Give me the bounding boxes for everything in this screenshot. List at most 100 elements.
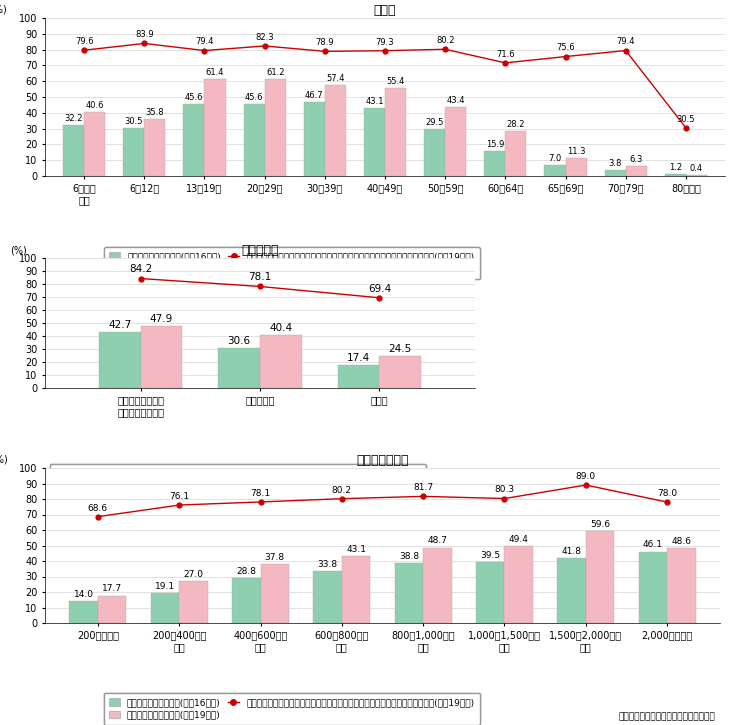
Text: 27.0: 27.0 [184,570,203,579]
Bar [260,564,289,623]
Text: 71.6: 71.6 [496,50,514,59]
Text: 79.3: 79.3 [376,38,394,46]
Title: 都市規模別: 都市規模別 [241,244,279,257]
Text: 57.4: 57.4 [326,74,345,83]
Text: 48.7: 48.7 [427,536,447,545]
Bar [325,86,346,176]
Text: 46.7: 46.7 [305,91,324,100]
Bar [63,125,84,176]
Bar [395,563,423,623]
Bar [557,558,586,623]
Text: 80.2: 80.2 [436,36,455,45]
Text: 30.5: 30.5 [677,115,695,124]
Text: 17.4: 17.4 [347,353,370,363]
Text: 80.3: 80.3 [495,485,514,494]
Bar [445,107,467,176]
Bar [151,593,179,623]
Text: 総務省「通信利用動向調査」により作成: 総務省「通信利用動向調査」により作成 [618,713,715,721]
Bar [313,571,342,623]
Text: 61.4: 61.4 [206,68,224,77]
Bar [423,547,452,623]
Text: 3.8: 3.8 [609,159,622,168]
Text: 82.3: 82.3 [255,33,274,42]
Text: 15.9: 15.9 [486,140,504,149]
Text: 59.6: 59.6 [590,520,610,529]
Text: (%): (%) [0,5,7,14]
Text: 7.0: 7.0 [548,154,562,163]
Text: 47.9: 47.9 [150,314,173,323]
Bar [265,79,286,176]
Bar [218,348,260,388]
Text: (%): (%) [0,455,8,465]
Text: 55.4: 55.4 [386,78,405,86]
Bar [626,166,647,176]
Text: 40.6: 40.6 [85,101,104,109]
Text: 68.6: 68.6 [88,503,108,513]
Bar [476,562,505,623]
Bar [144,120,165,176]
Bar [380,356,422,388]
Text: 79.4: 79.4 [616,38,635,46]
Text: 79.6: 79.6 [74,37,94,46]
Text: 0.4: 0.4 [690,165,703,173]
Text: 32.2: 32.2 [64,114,83,123]
Bar [364,108,385,176]
Bar [184,104,204,176]
Text: 75.6: 75.6 [556,44,575,52]
Text: 76.1: 76.1 [169,492,189,501]
Text: 43.1: 43.1 [346,545,366,554]
Bar [505,547,533,623]
Bar [639,552,667,623]
Bar [204,79,226,176]
Text: 42.7: 42.7 [108,320,131,331]
Text: 30.6: 30.6 [228,336,251,346]
Bar [69,601,98,623]
Legend: ブロードバンド利用率(平成16年末), ブロードバンド利用率(平成19年末), 自宅のパソコンを使ってインターネットを利用する人のブロードバンド利用率(平成19: ブロードバンド利用率(平成16年末), ブロードバンド利用率(平成19年末), … [103,692,480,725]
Bar [565,158,587,176]
Legend: ブロードバンド利用率(平成16年末), ブロードバンド利用率(平成19年末), 自宅のパソコンを使ってインターネットを利用する人のブロードバンド利用率(平成19: ブロードバンド利用率(平成16年末), ブロードバンド利用率(平成19年末), … [104,247,480,279]
Text: 1.2: 1.2 [668,163,682,172]
Legend: ブロードバンド利用率(平成16年末), ブロードバンド利用率(平成19年末), 自宅のパソコンを使ってインターネットを利用する人のブロードバンド利用率(平成19: ブロードバンド利用率(平成16年末), ブロードバンド利用率(平成19年末), … [49,464,425,497]
Text: 28.8: 28.8 [237,567,256,576]
Text: 41.8: 41.8 [562,547,581,556]
Bar [665,174,686,176]
Text: 35.8: 35.8 [145,108,164,117]
Text: 30.5: 30.5 [125,117,143,125]
Text: 49.4: 49.4 [509,535,528,544]
Bar [667,547,696,623]
Text: 84.2: 84.2 [129,265,152,274]
Text: 45.6: 45.6 [185,93,203,102]
Bar [123,128,144,176]
Text: 78.9: 78.9 [315,38,334,47]
Bar [545,165,565,176]
Text: 33.8: 33.8 [318,560,338,568]
Text: 81.7: 81.7 [413,483,433,492]
Bar [484,151,506,176]
Bar [98,595,126,623]
Text: 29.5: 29.5 [425,118,444,128]
Bar [506,131,526,176]
Bar [304,102,325,176]
Text: 19.1: 19.1 [155,582,175,592]
Bar [141,326,182,388]
Text: 37.8: 37.8 [265,553,284,563]
Bar [232,579,260,623]
Text: 89.0: 89.0 [576,472,596,481]
Title: 世代別: 世代別 [374,4,397,17]
Bar [385,88,406,176]
Text: 80.2: 80.2 [332,486,352,494]
Text: 45.6: 45.6 [245,93,263,102]
Text: 43.4: 43.4 [447,96,465,105]
Text: 69.4: 69.4 [368,283,391,294]
Bar [84,112,105,176]
Text: 6.3: 6.3 [629,155,643,164]
Bar [99,333,141,388]
Text: 78.0: 78.0 [657,489,677,498]
Bar [424,129,445,176]
Text: 43.1: 43.1 [366,97,384,106]
Text: 48.6: 48.6 [671,536,691,546]
Text: 39.5: 39.5 [481,551,500,560]
Bar [586,531,614,623]
Text: 79.4: 79.4 [195,38,214,46]
Text: 11.3: 11.3 [567,147,585,156]
